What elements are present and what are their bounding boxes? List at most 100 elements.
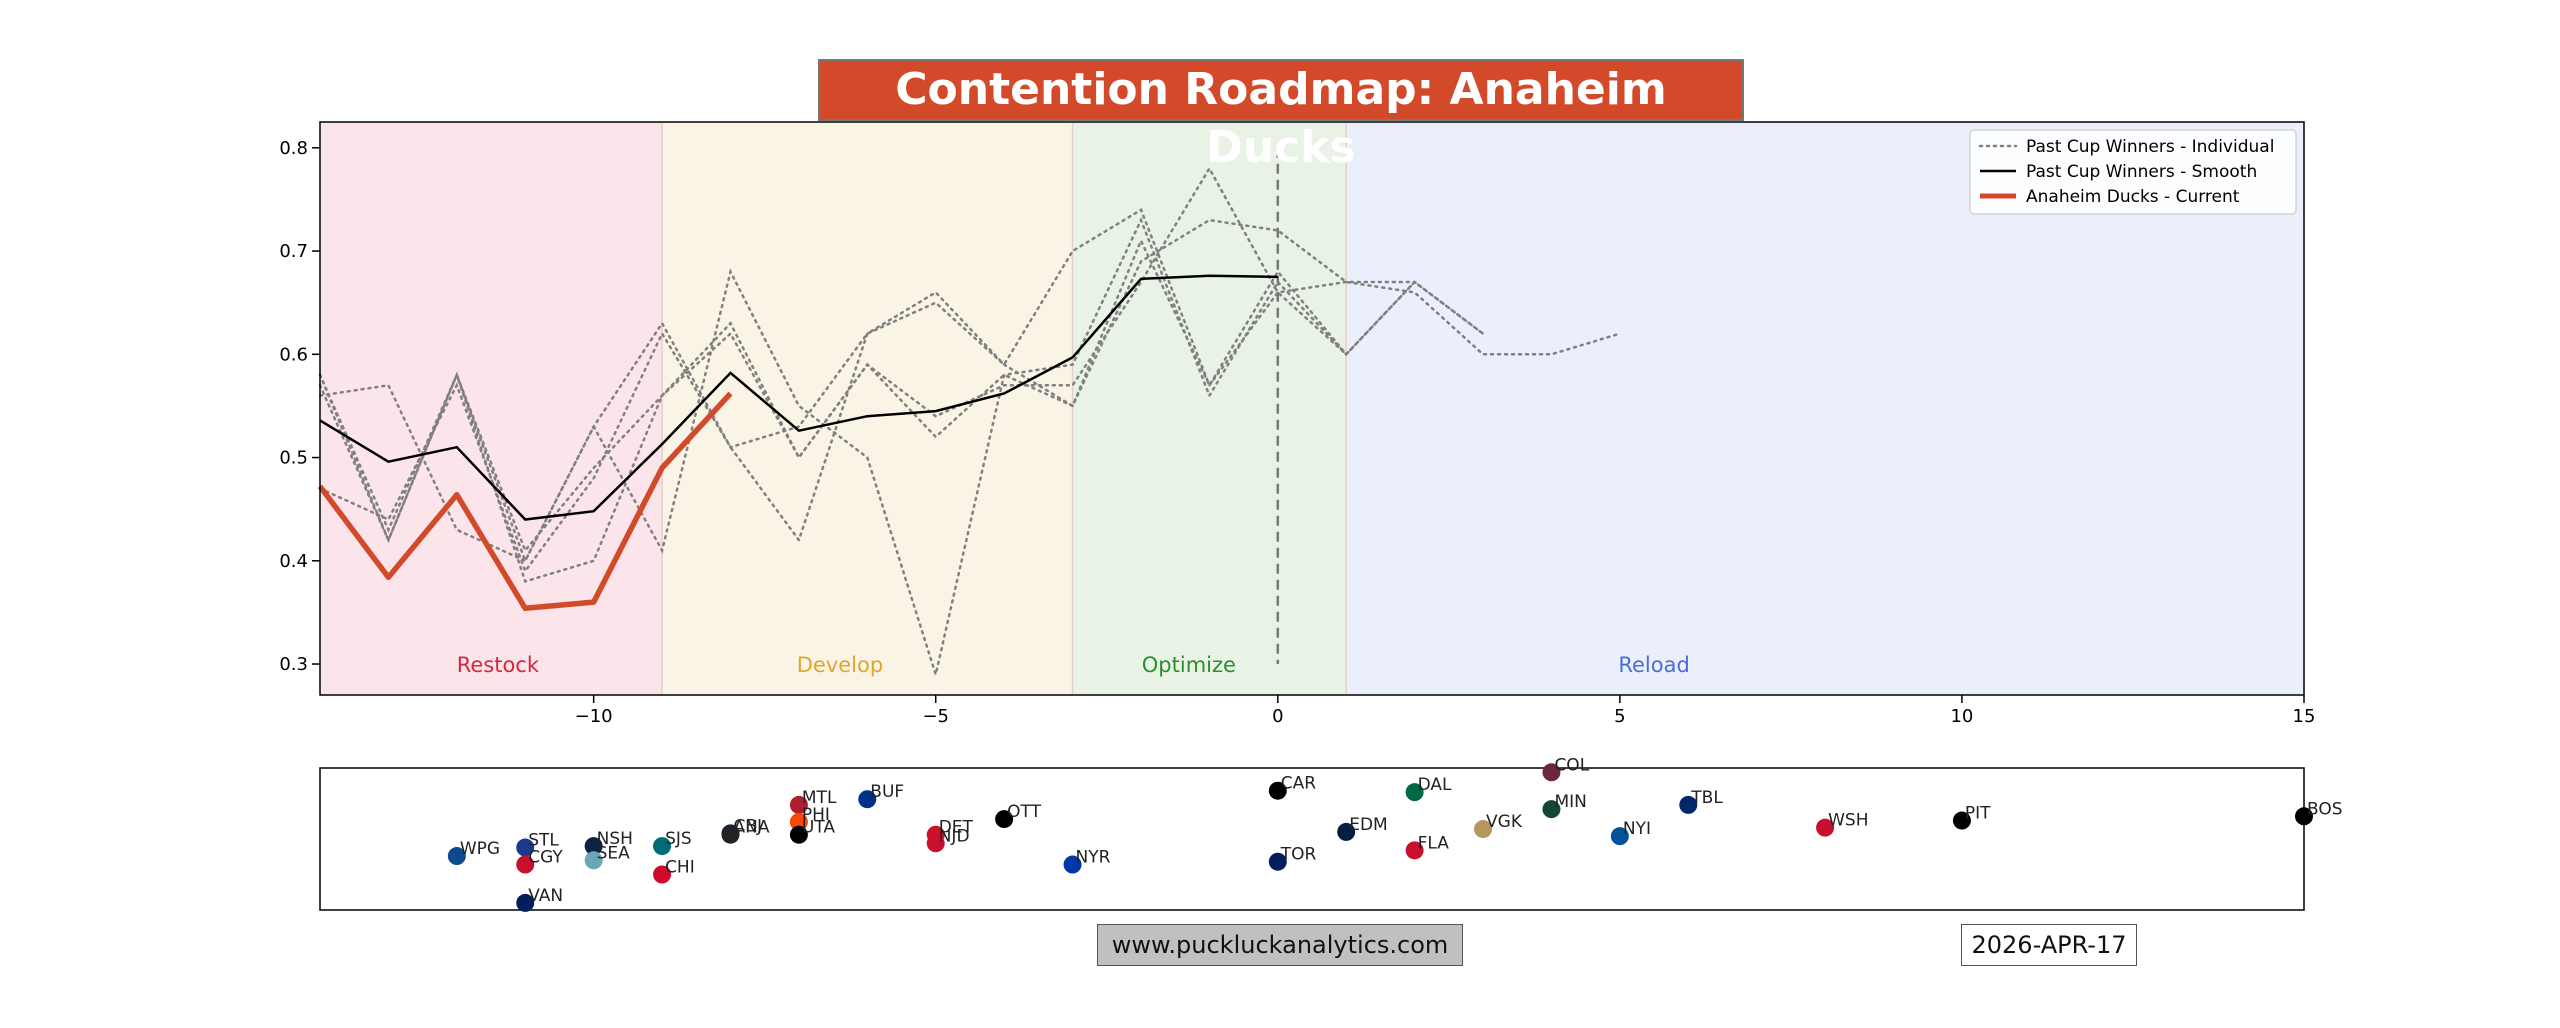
team-dot-tbl xyxy=(1679,795,1698,814)
team-dot-sjs xyxy=(653,837,672,856)
x-tick-label: 0 xyxy=(1272,706,1283,727)
team-dot-mtl xyxy=(789,795,808,814)
x-tick-label: 15 xyxy=(2293,706,2316,727)
team-dot-tor xyxy=(1268,852,1287,871)
series-line-current-6 xyxy=(317,391,733,612)
team-label-phi: PHI xyxy=(802,805,830,825)
team-label-cgy: CGY xyxy=(528,848,563,868)
y-tick-label: 0.4 xyxy=(279,551,308,572)
team-label-nyr: NYR xyxy=(1076,848,1111,868)
phase-label-develop: Develop xyxy=(797,653,883,677)
team-dot-min xyxy=(1542,800,1561,819)
team-label-tor: TOR xyxy=(1280,845,1317,865)
y-tick-label: 0.6 xyxy=(279,344,308,365)
axes: −10 −5 0 5 10 15 0.3 0.4 0.5 0.6 0.7 0.8 xyxy=(279,121,2316,727)
phase-label-optimize: Optimize xyxy=(1142,653,1236,677)
team-dot-col xyxy=(1542,763,1561,782)
team-label-sea: SEA xyxy=(597,843,631,863)
team-label-chi: CHI xyxy=(665,858,695,878)
team-label-wsh: WSH xyxy=(1828,811,1868,831)
plot-frame xyxy=(319,121,2305,696)
team-label-uta: UTA xyxy=(802,818,836,838)
website-label: www.puckluckanalytics.com xyxy=(1097,924,1463,966)
team-label-min: MIN xyxy=(1554,792,1586,812)
team-label-nsh: NSH xyxy=(597,829,633,849)
team-label-edm: EDM xyxy=(1349,815,1388,835)
x-tick-label: −5 xyxy=(922,706,949,727)
team-label-pit: PIT xyxy=(1965,804,1991,824)
team-dot-van xyxy=(516,893,535,912)
phase-band-restock xyxy=(320,122,663,695)
y-tick-label: 0.7 xyxy=(279,241,308,262)
team-label-tbl: TBL xyxy=(1690,788,1723,808)
team-dot-dal xyxy=(1405,783,1424,802)
date-label: 2026-APR-17 xyxy=(1961,924,2137,966)
phase-label-restock: Restock xyxy=(457,653,540,677)
team-dot-phi xyxy=(789,812,808,831)
team-dot-wsh xyxy=(1816,818,1835,837)
legend-entry-label: Past Cup Winners - Individual xyxy=(2026,137,2274,157)
team-dot-edm xyxy=(1337,822,1356,841)
phase-band-develop xyxy=(662,122,1073,695)
team-dot-nyr xyxy=(1063,855,1082,874)
y-tick-label: 0.5 xyxy=(279,448,308,469)
team-dot-ott xyxy=(995,810,1014,829)
legend-box xyxy=(1969,129,2297,215)
x-tick-label: 5 xyxy=(1614,706,1625,727)
team-label-dal: DAL xyxy=(1418,775,1452,795)
team-label-stl: STL xyxy=(528,831,559,851)
team-dot-nyi xyxy=(1610,827,1629,846)
team-label-ott: OTT xyxy=(1007,802,1041,822)
phase-band-reload xyxy=(1346,122,2304,695)
team-dot-buf xyxy=(858,790,877,809)
team-dot-njd xyxy=(926,834,945,853)
team-label-wpg: WPG xyxy=(460,839,500,859)
chart-title: Contention Roadmap: Anaheim Ducks xyxy=(818,59,1744,173)
x-tick-label: −10 xyxy=(575,706,613,727)
legend-entry-label: Past Cup Winners - Smooth xyxy=(2026,162,2257,182)
x-tick-label: 10 xyxy=(1950,706,1973,727)
team-dot-nsh xyxy=(584,837,603,856)
series-line-individual-3 xyxy=(318,207,1485,564)
team-dot-bos xyxy=(2295,807,2313,826)
team-dot-chi xyxy=(653,865,672,884)
series-line-smooth-5 xyxy=(319,274,1278,521)
team-dot-cgy xyxy=(516,855,535,874)
team-label-cbj: CBJ xyxy=(733,816,762,836)
phase-bands: Restock Develop Optimize Reload xyxy=(320,122,2304,695)
team-label-mtl: MTL xyxy=(802,788,837,808)
team-dot-pit xyxy=(1952,811,1971,830)
y-tick-label: 0.3 xyxy=(279,654,308,675)
team-label-bos: BOS xyxy=(2307,799,2343,819)
legend: Past Cup Winners - Individual Past Cup Wi… xyxy=(1969,129,2297,215)
team-dot-ana xyxy=(721,825,740,844)
legend-entry-label: Anaheim Ducks - Current xyxy=(2026,187,2240,207)
phase-label-reload: Reload xyxy=(1618,653,1689,677)
team-label-njd: NJD xyxy=(939,826,970,846)
series-line-individual-4 xyxy=(318,165,1416,553)
team-dot-uta xyxy=(789,825,808,844)
team-label-van: VAN xyxy=(528,886,563,906)
team-strip-frame xyxy=(319,767,2305,911)
series-line-individual-1 xyxy=(318,216,1485,680)
team-label-ana: ANA xyxy=(733,818,769,838)
team-dot-fla xyxy=(1405,841,1424,860)
team-label-vgk: VGK xyxy=(1486,812,1523,832)
series-lines xyxy=(317,147,1622,680)
team-label-col: COL xyxy=(1554,755,1589,775)
team-dot-car xyxy=(1268,781,1287,800)
team-dot-vgk xyxy=(1474,820,1493,839)
team-label-fla: FLA xyxy=(1418,833,1450,853)
team-dot-stl xyxy=(516,838,535,857)
series-line-individual-2 xyxy=(318,218,1622,574)
team-label-det: DET xyxy=(939,818,974,838)
phase-band-optimize xyxy=(1072,122,1347,695)
team-label-buf: BUF xyxy=(870,782,904,802)
y-tick-label: 0.8 xyxy=(279,138,308,159)
team-label-sjs: SJS xyxy=(665,829,692,849)
team-dot-wpg xyxy=(447,847,466,866)
team-label-nyi: NYI xyxy=(1623,819,1651,839)
